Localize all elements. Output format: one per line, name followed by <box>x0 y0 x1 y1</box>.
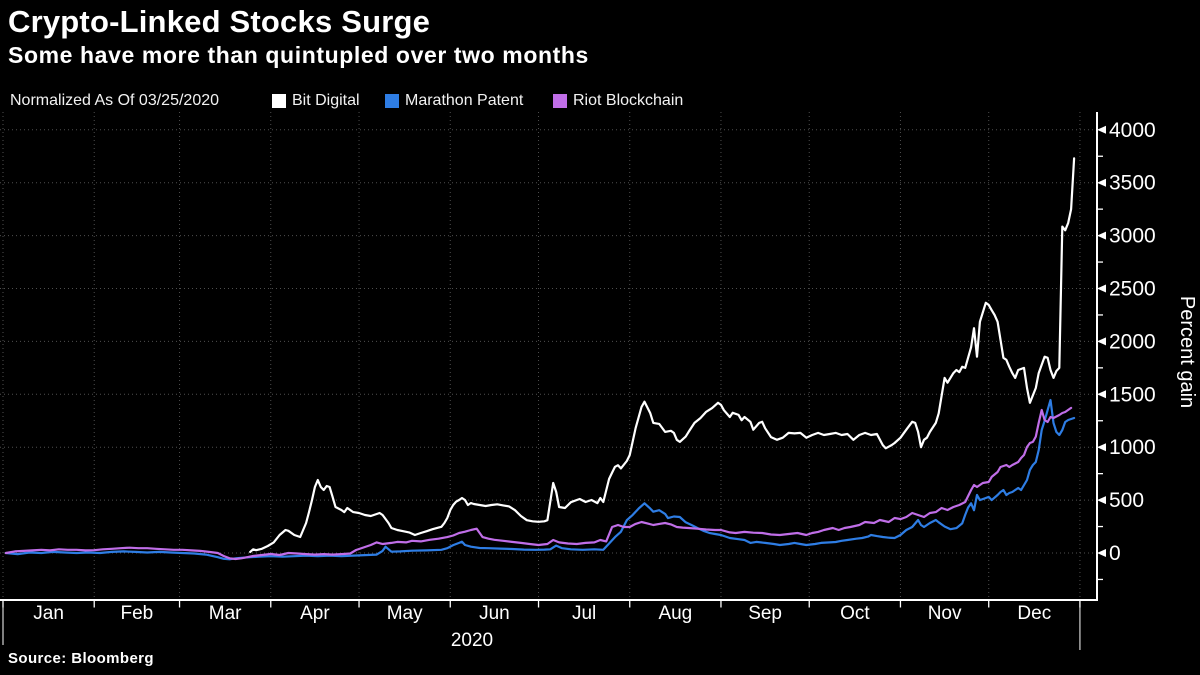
y-tick-label: 2000 <box>1109 330 1156 353</box>
series-line-bit-digital <box>249 157 1076 554</box>
y-tick-label: 0 <box>1109 542 1121 565</box>
y-tick-arrow-icon <box>1097 337 1106 346</box>
month-label: Jan <box>33 603 64 624</box>
chart-subtitle: Some have more than quintupled over two … <box>8 42 589 68</box>
month-label: Apr <box>300 603 330 624</box>
series-line-marathon-patent <box>4 398 1076 561</box>
y-tick-arrow-icon <box>1097 284 1106 293</box>
month-label: Nov <box>928 603 962 624</box>
month-label: Aug <box>658 603 692 624</box>
y-tick-label: 2500 <box>1109 278 1156 301</box>
y-tick-arrow-icon <box>1097 549 1106 557</box>
y-tick-label: 1500 <box>1109 383 1156 406</box>
month-label: Oct <box>840 603 870 624</box>
y-tick-label: 1000 <box>1109 436 1156 459</box>
month-label: Jun <box>479 603 510 624</box>
series-line-riot-blockchain <box>4 406 1073 561</box>
month-label: Jul <box>572 603 596 624</box>
legend-label: Bit Digital <box>292 92 360 109</box>
legend-swatch-purple-icon <box>553 94 567 108</box>
month-label: Dec <box>1017 603 1051 624</box>
y-tick-label: 3500 <box>1109 172 1156 195</box>
month-label: May <box>387 603 423 624</box>
chart-title: Crypto-Linked Stocks Surge <box>8 4 431 39</box>
y-tick-arrow-icon <box>1097 443 1106 452</box>
legend-item-bit-digital: Bit Digital <box>272 92 360 110</box>
legend-swatch-blue-icon <box>385 94 399 108</box>
month-label: Mar <box>209 603 242 624</box>
legend-item-marathon-patent: Marathon Patent <box>385 92 523 110</box>
legend-note: Normalized As Of 03/25/2020 <box>10 92 220 109</box>
y-axis-title: Percent gain <box>1176 296 1198 408</box>
legend-label: Riot Blockchain <box>573 92 684 109</box>
y-tick-label: 4000 <box>1109 119 1156 142</box>
x-axis-year-label: 2020 <box>451 630 493 651</box>
y-tick-arrow-icon <box>1097 496 1106 505</box>
source-label: Source: Bloomberg <box>8 650 154 667</box>
y-tick-arrow-icon <box>1097 178 1106 187</box>
legend-item-riot-blockchain: Riot Blockchain <box>553 92 683 110</box>
y-tick-arrow-icon <box>1097 390 1106 399</box>
legend-label: Marathon Patent <box>405 92 524 109</box>
y-tick-arrow-icon <box>1097 125 1106 134</box>
y-tick-label: 500 <box>1109 489 1144 512</box>
legend-swatch-white-icon <box>272 94 286 108</box>
y-tick-label: 3000 <box>1109 225 1156 248</box>
y-tick-arrow-icon <box>1097 231 1106 240</box>
month-label: Feb <box>121 603 154 624</box>
month-label: Sep <box>748 603 782 624</box>
